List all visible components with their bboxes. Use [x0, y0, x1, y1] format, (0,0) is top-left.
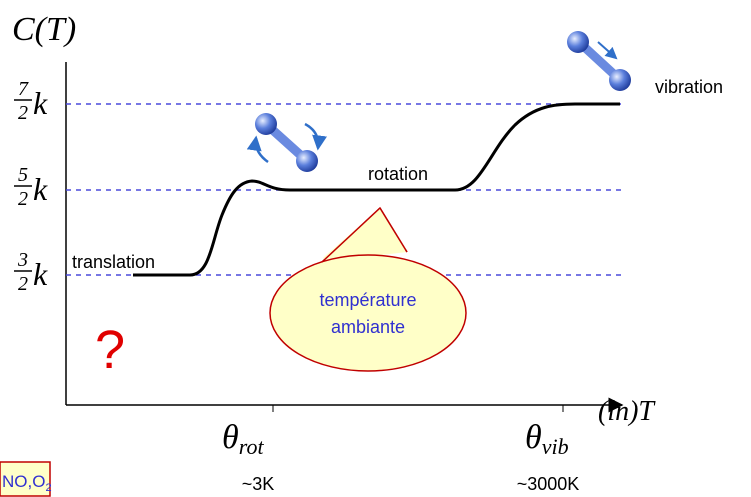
x-axis-label: (ln)T [598, 396, 656, 427]
vibrating-molecule [567, 31, 631, 91]
rotation-arrow [256, 138, 268, 162]
unit: k [33, 85, 48, 121]
bubble [270, 255, 466, 371]
symbol: θ [222, 419, 239, 456]
question-mark: ? [95, 320, 125, 380]
subscript: vib [542, 434, 569, 459]
page: C(T) (ln)T 7 2 k 5 2 k 3 2 k translation… [0, 0, 751, 497]
y-axis-label: C(T) [12, 11, 76, 48]
vibration-label: vibration [655, 77, 723, 97]
subscript: rot [239, 434, 265, 459]
rotation-arrow [305, 124, 318, 148]
subscript: 2 [45, 482, 51, 494]
diagram: C(T) (ln)T 7 2 k 5 2 k 3 2 k translation… [0, 0, 751, 497]
rotation-label: rotation [368, 164, 428, 184]
rotating-molecule [255, 113, 318, 172]
temperature: ~3000K [517, 474, 580, 494]
level-labels: 7 2 k 5 2 k 3 2 k [14, 78, 48, 295]
translation-label: translation [72, 252, 155, 272]
unit: k [33, 256, 48, 292]
unit: k [33, 171, 48, 207]
numerator: 7 [18, 78, 29, 100]
atom [567, 31, 589, 53]
numerator: 5 [18, 164, 28, 186]
denominator: 2 [18, 102, 28, 124]
denominator: 2 [18, 273, 28, 295]
atom [296, 150, 318, 172]
symbol: θ [525, 419, 542, 456]
gases: NO,O2 [2, 472, 52, 494]
bubble-text: ambiante [331, 317, 405, 337]
numerator: 3 [17, 249, 28, 271]
atom [255, 113, 277, 135]
denominator: 2 [18, 188, 28, 210]
bubble-text: température [319, 290, 416, 310]
theta-vib: θvib [525, 419, 569, 459]
atom [609, 69, 631, 91]
temperature: ~3K [242, 474, 275, 494]
theta-rot: θrot [222, 419, 264, 459]
vibration-arrow [598, 42, 616, 58]
gases-text: NO,O [2, 472, 45, 491]
